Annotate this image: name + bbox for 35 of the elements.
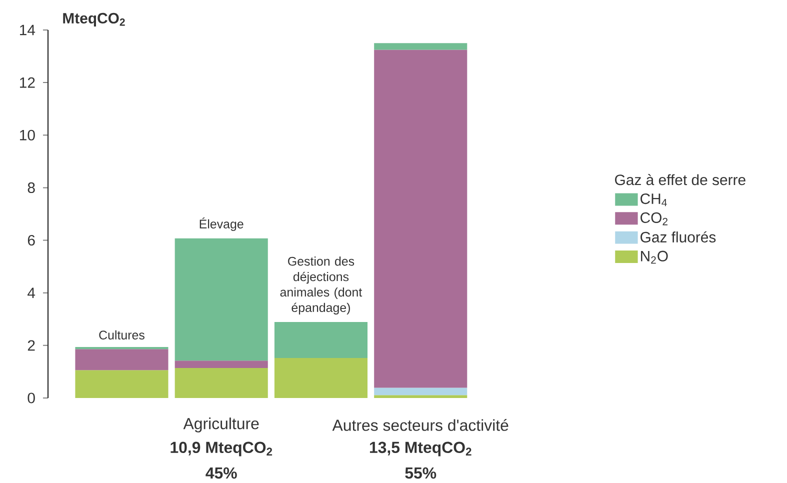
bar [75,349,168,370]
y-tick-label: 14 [20,24,36,36]
bar [75,346,168,350]
bar [374,388,468,396]
legend-label: Gaz fluorés [640,231,716,242]
y-tick-label: 4 [28,288,36,298]
bar [274,358,368,398]
y-tick-label: 8 [28,182,35,193]
text: Agriculture [183,418,259,432]
bar [274,322,368,358]
annotation: Élevage [200,218,244,231]
y-tick-label: 6 [28,234,35,246]
bar [374,395,468,398]
annotation: Gestion des déjections animales (dont épandage) [280,256,362,314]
legend-label: CH$_{4}$ [640,193,667,206]
annotation: Cultures [99,330,144,340]
y-tick-label: 2 [28,340,35,351]
text: Autres secteurs d'activité [332,419,508,431]
bar [75,370,168,398]
y-axis-title: MteqCO$_{2}$ [63,12,125,26]
bar [174,360,268,368]
y-tick-label: 0 [28,392,35,404]
text: 10,9 MteqCO$_{2}$ [170,442,272,456]
bar [174,368,268,398]
legend-title: Gaz à effet de serre [615,174,746,186]
bar [374,43,468,50]
legend-label: CO$_{2}$ [640,212,668,226]
y-tick-label: 12 [20,77,35,88]
legend-label: N$_{2}$O [641,250,668,264]
y-tick-label: 10 [20,130,35,140]
bar [174,238,268,361]
text: 55% [405,467,436,479]
text: 13,5 MteqCO$_{2}$ [370,442,472,456]
text: 45% [206,467,237,479]
bar [374,50,468,388]
